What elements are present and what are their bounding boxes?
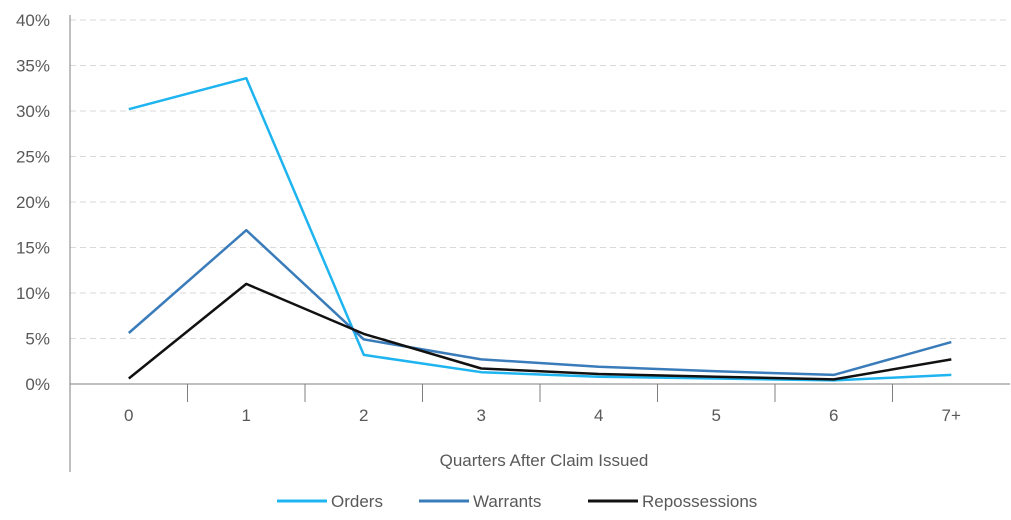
axes bbox=[69, 15, 1010, 472]
legend-label: Orders bbox=[331, 492, 383, 511]
x-tick-label: 7+ bbox=[942, 406, 961, 425]
x-tick-label: 3 bbox=[477, 406, 486, 425]
y-tick-label: 40% bbox=[16, 11, 50, 30]
y-tick-label: 15% bbox=[16, 239, 50, 258]
series-line-repossessions bbox=[128, 282, 952, 381]
legend-item-repossessions: Repossessions bbox=[588, 492, 757, 511]
y-tick-label: 35% bbox=[16, 57, 50, 76]
y-tick-label: 30% bbox=[16, 102, 50, 121]
legend-label: Repossessions bbox=[642, 492, 757, 511]
x-tick-label: 1 bbox=[242, 406, 251, 425]
series-line-warrants bbox=[127, 228, 952, 377]
gridlines bbox=[70, 19, 1010, 339]
series-lines bbox=[127, 76, 952, 382]
legend-item-warrants: Warrants bbox=[419, 492, 541, 511]
legend: Orders Warrants Repossessions bbox=[277, 492, 757, 511]
y-tick-label: 20% bbox=[16, 193, 50, 212]
x-tick-label: 0 bbox=[124, 406, 133, 425]
legend-item-orders: Orders bbox=[277, 492, 383, 511]
x-tick-label: 4 bbox=[594, 406, 603, 425]
y-tick-label: 0% bbox=[25, 375, 50, 394]
y-tick-label: 25% bbox=[16, 148, 50, 167]
legend-label: Warrants bbox=[473, 492, 541, 511]
y-tick-label: 10% bbox=[16, 284, 50, 303]
x-tick-label: 2 bbox=[359, 406, 368, 425]
series-line-orders bbox=[128, 76, 952, 382]
x-axis-title: Quarters After Claim Issued bbox=[440, 451, 649, 470]
x-tick-label: 6 bbox=[829, 406, 838, 425]
y-axis-ticks: 0% 5% 10% 15% 20% 25% 30% 35% 40% bbox=[16, 11, 50, 394]
y-tick-label: 5% bbox=[25, 330, 50, 349]
x-axis-ticks: 0 1 2 3 4 5 6 7+ bbox=[124, 406, 961, 425]
x-tick-label: 5 bbox=[712, 406, 721, 425]
